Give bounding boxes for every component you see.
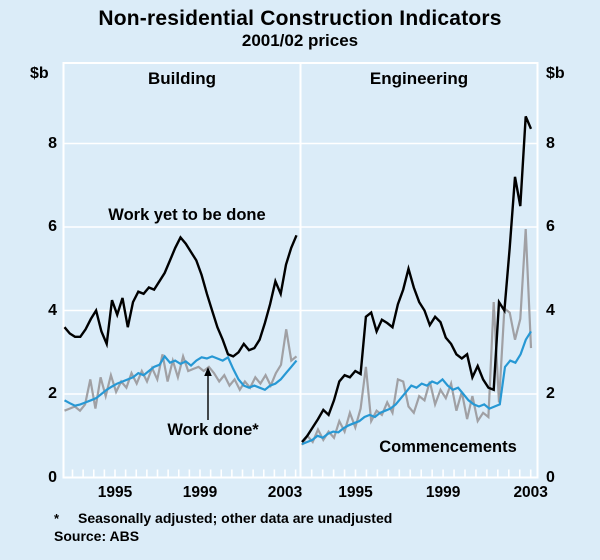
y-tick-label-left-6: 6 <box>48 218 57 235</box>
series-engineering-work-yet-to-be-done <box>301 115 533 443</box>
x-tick-label-engineering-1995: 1995 <box>338 484 373 501</box>
footnote-text: Seasonally adjusted; other data are unad… <box>78 510 393 526</box>
commencements-label: Commencements <box>379 438 517 456</box>
panel-title-engineering: Engineering <box>369 69 469 88</box>
y-tick-label-left-8: 8 <box>48 134 57 152</box>
series-building-work-yet-to-be-done <box>63 234 298 358</box>
x-tick-label-engineering-2003: 2003 <box>513 484 548 501</box>
series-building-commencements <box>64 329 298 413</box>
x-tick-label-building-2003: 2003 <box>267 484 303 501</box>
y-tick-label-left-0: 0 <box>48 468 57 486</box>
x-tick-label-building-1995: 1995 <box>97 484 133 501</box>
y-axis-unit-left: $b <box>30 65 49 82</box>
series-engineering-commencements <box>301 229 533 446</box>
work-done-label: Work done* <box>167 421 259 439</box>
page-subtitle: 2001/02 prices <box>241 31 359 50</box>
y-tick-label-right-0: 0 <box>546 468 555 486</box>
footnote-marker: * <box>54 511 60 526</box>
y-tick-label-right-2: 2 <box>546 385 555 402</box>
source-note: Source: ABS <box>54 528 140 544</box>
work-yet-to-be-done-label: Work yet to be done <box>108 206 266 224</box>
page-title: Non-residential Construction Indicators <box>98 7 502 30</box>
y-tick-label-left-2: 2 <box>48 385 57 402</box>
series-building-work-done-seasonally-adjusted <box>63 354 298 407</box>
y-tick-label-right-4: 4 <box>546 301 555 319</box>
panel-title-building: Building <box>148 69 216 88</box>
work-done-arrow-head <box>204 367 212 376</box>
y-tick-label-left-4: 4 <box>48 301 57 319</box>
x-tick-label-engineering-1999: 1999 <box>425 484 461 501</box>
series-engineering-work-done-seasonally-adjusted <box>301 330 532 446</box>
y-tick-label-right-6: 6 <box>546 218 555 235</box>
y-axis-unit-right: $b <box>546 65 565 82</box>
x-tick-label-building-1999: 1999 <box>182 484 218 501</box>
y-tick-label-right-8: 8 <box>546 134 555 152</box>
